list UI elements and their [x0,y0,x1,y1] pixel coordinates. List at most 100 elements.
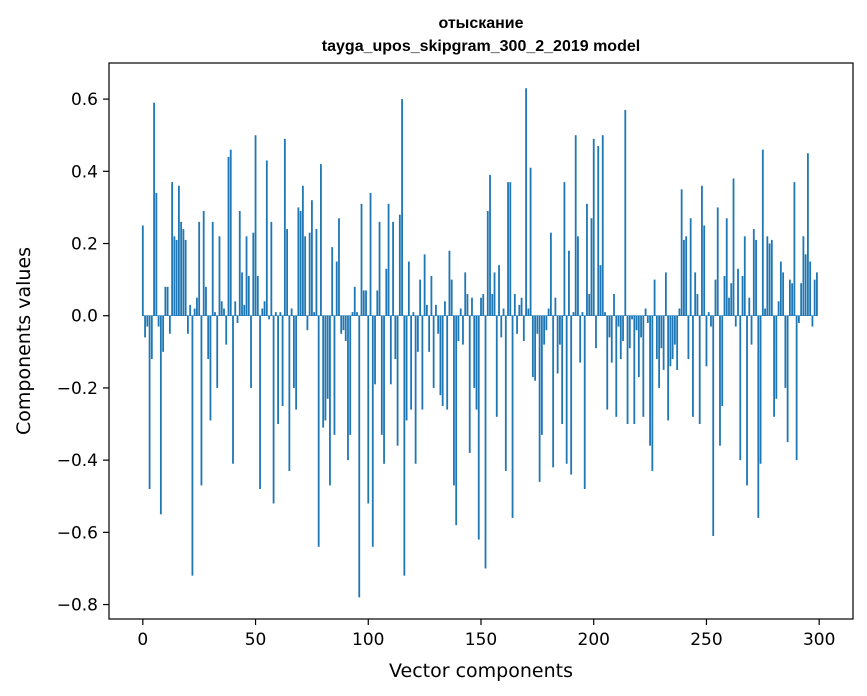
bar [588,294,591,316]
x-axis-ticks: 0 50 100 150 200 250 300 [137,619,835,650]
bar [365,290,367,316]
bar [811,315,814,327]
bar [624,109,627,316]
bar [304,236,307,316]
bar [649,315,651,446]
bar [164,286,167,316]
bar [734,315,737,327]
bar [570,315,573,475]
bar [385,268,388,316]
bar [689,218,692,316]
bar [779,261,782,316]
bar [775,315,778,399]
bar [486,211,489,316]
bar [655,315,658,360]
bar [464,272,467,316]
bar [477,315,480,540]
bar [243,304,246,316]
y-tick-label: 0.6 [71,90,98,110]
bar [743,236,746,316]
bar [168,315,171,334]
bar [687,315,690,360]
bar [777,301,780,316]
bar [646,315,649,323]
bar [531,315,534,378]
bar [301,185,304,316]
bar [182,229,185,316]
bar [383,315,385,464]
bar [669,315,672,367]
y-axis-ticks: −0.8 −0.6 −0.4 −0.2 0.0 0.2 0.4 0.6 [57,90,109,616]
bar [696,294,699,316]
bar [320,164,322,316]
bar [574,135,577,316]
bar [511,315,514,518]
bar [457,315,460,341]
bar [680,189,683,316]
bar [504,315,507,471]
bar [245,236,248,316]
bar [394,315,397,360]
bar [297,207,300,316]
bar [462,315,464,345]
bar [322,315,325,428]
bar [173,236,176,316]
bar [538,315,541,482]
bar [712,315,715,536]
bar [184,239,187,316]
bar [202,211,205,316]
bar [568,250,570,316]
bar [816,272,818,316]
bar [207,315,210,360]
bar [353,286,356,316]
bar [701,185,703,316]
bar [617,315,620,327]
bar [416,315,419,352]
bar [802,236,805,316]
bar [362,290,365,316]
bar [227,156,230,316]
bar [595,315,597,349]
bar [716,207,719,316]
bar [809,261,812,316]
x-tick-label: 200 [578,630,610,650]
bar [653,279,656,316]
x-tick-label: 0 [137,630,148,650]
bar [755,239,757,316]
bar [256,276,259,316]
bar [177,185,180,316]
bar [274,312,277,316]
bar [333,315,336,435]
bar [622,315,624,341]
bar [498,265,500,316]
bar [347,315,349,461]
bar [380,315,383,435]
bar [396,315,399,446]
bar [613,294,615,316]
bar [141,225,144,316]
bar [263,301,266,316]
bar [369,192,372,316]
y-tick-label: −0.4 [57,451,98,471]
bar [750,315,753,345]
bar [741,276,744,316]
bar [590,218,593,316]
bar [344,315,347,341]
bar [662,315,665,370]
x-axis-label: Vector components [389,660,573,682]
bar [234,301,237,316]
bar [419,279,422,316]
plot-frame [108,62,854,620]
bar [428,315,431,352]
bar [180,221,183,316]
x-tick-label: 50 [245,630,267,650]
bar [281,315,284,406]
bar [401,99,403,316]
bar [764,308,766,316]
bar [608,315,611,338]
bar [238,211,241,316]
bar [338,218,340,316]
bar [746,315,748,486]
bar [579,315,582,363]
bar [435,304,437,316]
